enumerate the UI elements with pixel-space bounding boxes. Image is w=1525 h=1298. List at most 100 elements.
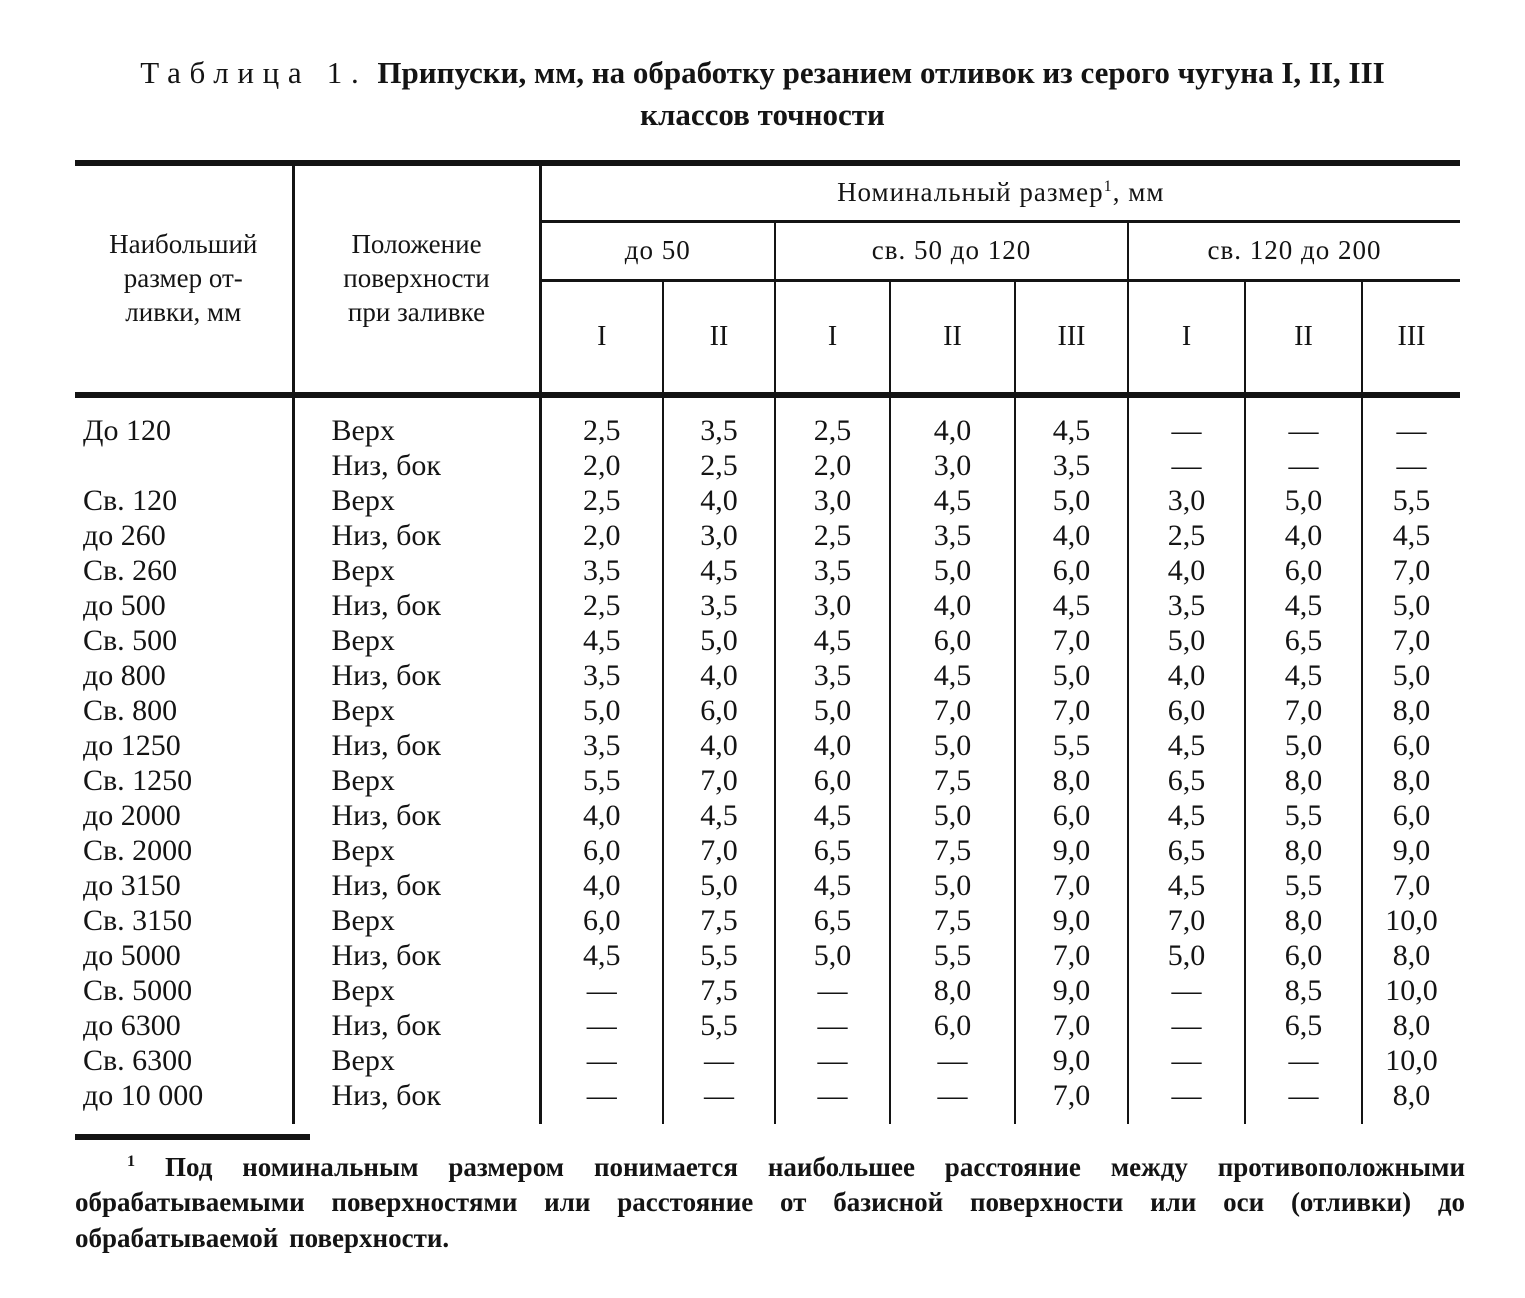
cell-allowance-value: — [774,1078,890,1124]
cell-allowance-value: 4,0 [1127,658,1245,694]
cell-allowance-value: 5,0 [889,553,1015,589]
cell-allowance-value: 4,5 [774,868,890,904]
footnote-separator-rule [75,1133,310,1140]
nominal-size-label: Номинальный размер [837,176,1104,207]
cell-surface-position: Низ, бок [291,658,540,694]
cell-casting-size: Св. 260 [83,554,178,588]
table-row: до 5000 Низ, бок 4,5 5,5 5,0 5,5 7,0 5,0 6,0 8,0 [75,938,1460,974]
cell-allowance-value: 8,0 [1244,903,1362,939]
cell-allowance-value: 5,5 [889,938,1015,974]
cell-allowance-value: 5,5 [662,1008,775,1044]
cell-allowance-value: 6,0 [538,833,663,869]
cell-allowance-value: 6,5 [774,833,890,869]
table-row: до 500 Низ, бок 2,5 3,5 3,0 4,0 4,5 3,5 4,5 5,0 [75,588,1460,624]
cell-allowance-value: 5,0 [889,868,1015,904]
cell-allowance-value: — [662,1078,775,1124]
cell-allowance-value: 2,5 [774,518,890,554]
cell-surface-position: Верх [291,623,540,659]
cell-allowance-value: 10,0 [1361,903,1460,939]
cell-casting-size: до 3150 [83,869,181,903]
cell-allowance-value: 5,5 [1244,798,1362,834]
table-row: Св. 260 Верх 3,5 4,5 3,5 5,0 6,0 4,0 6,0 7,0 [75,553,1460,589]
cell-allowance-value: — [889,1078,1015,1124]
cell-casting-size: до 260 [83,519,166,553]
cell-allowance-value: 5,0 [1244,728,1362,764]
cell-allowance-value: 4,5 [1127,728,1245,764]
cell-allowance-value: 4,5 [1014,588,1128,624]
footnote-number: 1 [127,1151,136,1170]
cell-allowance-value: — [662,1043,775,1079]
cell-allowance-value: 4,5 [1244,588,1362,624]
header-group-upto-50: до 50 [538,221,775,282]
table-row: Св. 1250 Верх 5,5 7,0 6,0 7,5 8,0 6,5 8,0 8,0 [75,763,1460,799]
cell-allowance-value: 4,5 [1361,518,1460,554]
cell-allowance-value: 7,0 [1014,1008,1128,1044]
cell-allowance-value: 6,5 [1127,833,1245,869]
cell-allowance-value: 4,5 [889,483,1015,519]
cell-surface-position: Низ, бок [291,448,540,484]
cell-allowance-value: 4,5 [538,938,663,974]
cell-allowance-value: 2,5 [662,448,775,484]
cell-allowance-value: 5,0 [1014,483,1128,519]
cell-allowance-value: — [538,973,663,1009]
cell-allowance-value: — [1127,1008,1245,1044]
cell-allowance-value: 6,0 [1014,553,1128,589]
cell-casting-size: До 120 [75,391,293,449]
cell-allowance-value: 6,0 [1361,728,1460,764]
cell-allowance-value: — [1361,391,1460,449]
cell-surface-position: Низ, бок [291,588,540,624]
cell-allowance-value: 4,5 [1014,391,1128,449]
cell-surface-position: Верх [291,391,540,449]
header-class-g3-II: II [1244,280,1362,395]
cell-allowance-value: 7,0 [1014,868,1128,904]
cell-allowance-value: 6,0 [889,1008,1015,1044]
cell-allowance-value: 8,0 [1244,833,1362,869]
cell-allowance-value: — [1127,391,1245,449]
header-class-g3-I: I [1127,280,1245,395]
cell-allowance-value: 8,0 [1361,763,1460,799]
cell-allowance-value: 10,0 [1361,973,1460,1009]
cell-allowance-value: 4,5 [889,658,1015,694]
cell-allowance-value: — [1244,448,1362,484]
cell-allowance-value: 3,5 [662,391,775,449]
cell-allowance-value: 5,0 [662,868,775,904]
cell-allowance-value: 8,0 [1244,763,1362,799]
cell-allowance-value: 8,0 [1361,1008,1460,1044]
cell-allowance-value: 5,0 [774,693,890,729]
cell-allowance-value: 7,5 [662,903,775,939]
cell-allowance-value: 4,0 [1244,518,1362,554]
cell-allowance-value: 7,0 [662,763,775,799]
cell-allowance-value: — [1127,1043,1245,1079]
cell-allowance-value: 3,5 [538,658,663,694]
cell-surface-position: Верх [291,903,540,939]
table-row: до 3150 Низ, бок 4,0 5,0 4,5 5,0 7,0 4,5 5,5 7,0 [75,868,1460,904]
cell-allowance-value: 4,0 [538,868,663,904]
cell-allowance-value: 8,0 [889,973,1015,1009]
cell-allowance-value: — [538,1078,663,1124]
cell-allowance-value: — [1127,973,1245,1009]
cell-allowance-value: 9,0 [1014,833,1128,869]
header-class-g1-I: I [538,280,663,395]
cell-allowance-value: 3,5 [538,728,663,764]
table-row: Св. 2000 Верх 6,0 7,0 6,5 7,5 9,0 6,5 8,0 9,0 [75,833,1460,869]
nominal-size-units: , мм [1112,176,1165,207]
cell-surface-position: Верх [291,973,540,1009]
table-body: До 120 Верх 2,5 3,5 2,5 4,0 4,5— — — Низ, бок 2,0 2… [75,391,1460,1124]
cell-allowance-value: 2,5 [538,483,663,519]
cell-surface-position: Низ, бок [291,938,540,974]
cell-allowance-value: 6,0 [538,903,663,939]
cell-allowance-value: 4,0 [662,483,775,519]
cell-allowance-value: 5,0 [1361,658,1460,694]
cell-allowance-value: 7,0 [1361,553,1460,589]
table-row: Св. 5000 Верх —7,5—8,0 9,0—8,5 10,0 [75,973,1460,1009]
allowances-table: Наибольший размер от- ливки, мм Положени… [75,159,1460,1124]
header-casting-size: Наибольший размер от- ливки, мм [109,229,258,327]
table-row: до 1250 Низ, бок 3,5 4,0 4,0 5,0 5,5 4,5 5,0 6,0 [75,728,1460,764]
cell-allowance-value: — [538,1043,663,1079]
cell-allowance-value: 5,0 [1244,483,1362,519]
header-class-g2-III: III [1014,280,1128,395]
cell-casting-size: Св. 3150 [83,904,193,938]
cell-allowance-value: 4,0 [538,798,663,834]
header-class-g2-II: II [889,280,1015,395]
cell-allowance-value: 5,5 [538,763,663,799]
